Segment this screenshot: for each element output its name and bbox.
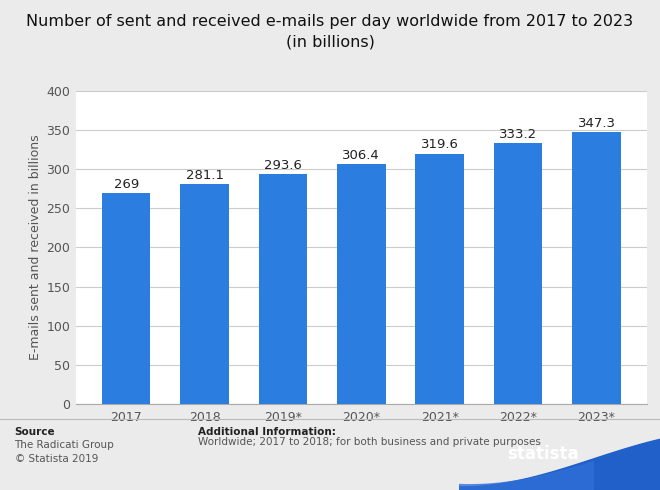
Bar	[572, 132, 621, 404]
Bar	[259, 174, 308, 404]
Bar	[102, 194, 150, 404]
Text: (in billions): (in billions)	[286, 34, 374, 49]
Text: 293.6: 293.6	[264, 159, 302, 171]
Text: Source: Source	[15, 427, 55, 437]
Bar	[180, 184, 229, 404]
Text: Additional Information:: Additional Information:	[198, 427, 336, 437]
Text: 306.4: 306.4	[343, 148, 380, 162]
Text: Number of sent and received e-mails per day worldwide from 2017 to 2023: Number of sent and received e-mails per …	[26, 14, 634, 29]
Bar	[337, 164, 385, 404]
Text: 319.6: 319.6	[421, 138, 459, 151]
Bar	[494, 143, 543, 404]
Y-axis label: E-mails sent and received in billions: E-mails sent and received in billions	[29, 135, 42, 360]
Text: The Radicati Group
© Statista 2019: The Radicati Group © Statista 2019	[15, 440, 114, 465]
Text: 269: 269	[114, 178, 139, 191]
Text: 281.1: 281.1	[185, 169, 224, 181]
Text: statista: statista	[508, 445, 579, 463]
Text: Worldwide; 2017 to 2018; for both business and private purposes: Worldwide; 2017 to 2018; for both busine…	[198, 437, 541, 447]
Bar	[415, 154, 464, 404]
Text: 333.2: 333.2	[499, 128, 537, 141]
Text: 347.3: 347.3	[578, 117, 616, 130]
